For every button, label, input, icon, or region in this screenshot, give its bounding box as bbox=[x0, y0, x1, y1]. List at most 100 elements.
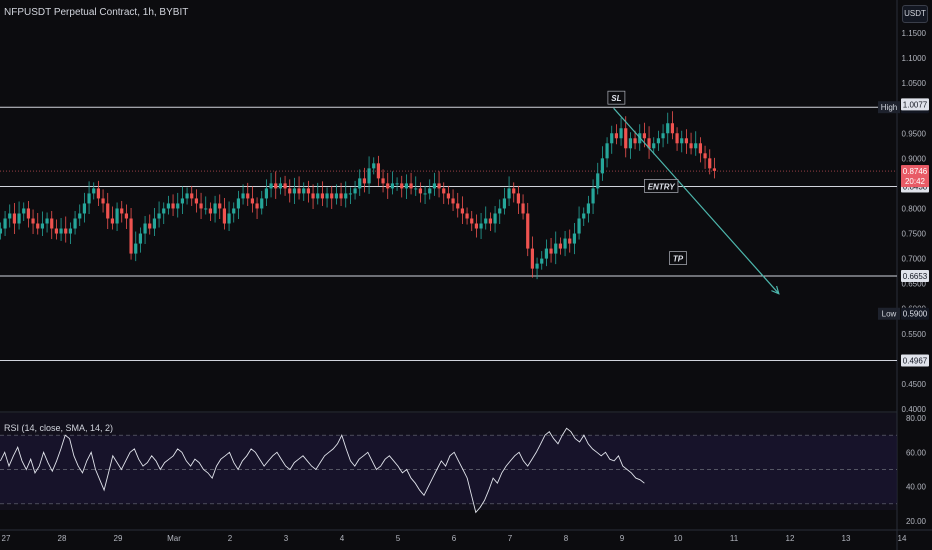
candle-body bbox=[353, 188, 357, 194]
candle-body bbox=[264, 188, 268, 199]
time-tick-label: 29 bbox=[114, 534, 123, 543]
annotation-label: SL bbox=[611, 94, 621, 103]
candle-body bbox=[54, 228, 58, 234]
candle-body bbox=[148, 223, 152, 229]
trend-arrow bbox=[613, 107, 780, 295]
candle-body bbox=[437, 183, 441, 189]
candle-body bbox=[22, 208, 26, 214]
time-axis: 27 28 29 Mar 2 3 4 5 6 7 8 9 10 11 12 13 14 bbox=[2, 534, 907, 543]
price-tag-prefix-box bbox=[878, 307, 900, 320]
candle-body bbox=[26, 208, 30, 219]
candle-body bbox=[605, 143, 609, 159]
candle-body bbox=[423, 193, 427, 195]
price-tag-countdown: 20:42 bbox=[905, 177, 926, 186]
candle-body bbox=[432, 183, 436, 189]
candle-body bbox=[143, 223, 147, 234]
rsi-tick-label: 20.00 bbox=[906, 517, 927, 526]
candle-body bbox=[712, 168, 716, 171]
candle-body bbox=[381, 178, 385, 184]
candle-body bbox=[362, 178, 366, 184]
price-tag-label: 1.0077 bbox=[903, 100, 928, 109]
annotations: SL ENTRY TP bbox=[607, 90, 687, 265]
candle-body bbox=[171, 203, 175, 209]
candle-body bbox=[330, 193, 334, 199]
candle-body bbox=[694, 143, 698, 149]
price-tag-box bbox=[901, 98, 929, 111]
candle-body bbox=[96, 188, 100, 199]
candle-body bbox=[400, 183, 404, 189]
candle-body bbox=[213, 203, 217, 214]
candle-body bbox=[334, 193, 338, 199]
candle-body bbox=[516, 193, 520, 204]
candle-body bbox=[68, 228, 72, 234]
candle-body bbox=[180, 198, 184, 204]
candle-body bbox=[316, 193, 320, 199]
price-tag-label: 0.5900 bbox=[903, 310, 928, 319]
candle-body bbox=[563, 238, 567, 249]
price-tick-label: 0.6500 bbox=[902, 280, 927, 289]
candle-body bbox=[166, 203, 170, 209]
candle-body bbox=[0, 228, 2, 234]
candle-body bbox=[591, 188, 595, 204]
candle-body bbox=[502, 198, 506, 209]
price-tick-label: 0.5500 bbox=[902, 330, 927, 339]
price-tag-label: 0.8746 bbox=[903, 167, 928, 176]
candle-body bbox=[577, 218, 581, 234]
candle-body bbox=[152, 218, 156, 229]
candle-body bbox=[241, 193, 245, 199]
candle-body bbox=[283, 183, 287, 189]
price-tag-prefix: High bbox=[881, 103, 897, 112]
candle-body bbox=[227, 213, 231, 224]
candle-body bbox=[554, 243, 558, 254]
price-tick-label: 0.8000 bbox=[902, 204, 927, 213]
candle-body bbox=[474, 223, 478, 229]
price-tag-label: 0.6653 bbox=[903, 272, 928, 281]
candle-body bbox=[190, 193, 194, 199]
price-tick-label: 1.1500 bbox=[902, 29, 927, 38]
candle-body bbox=[199, 203, 203, 209]
candle-body bbox=[250, 198, 254, 204]
candle-body bbox=[358, 178, 362, 189]
rsi-tick-label: 60.00 bbox=[906, 448, 927, 457]
price-tag-box bbox=[901, 269, 929, 282]
candle-body bbox=[395, 183, 399, 185]
candle-body bbox=[456, 203, 460, 209]
candle-body bbox=[138, 233, 142, 244]
candle-body bbox=[288, 188, 292, 194]
arrow-head bbox=[771, 285, 780, 295]
candle-body bbox=[614, 133, 618, 139]
candle-body bbox=[36, 223, 40, 229]
price-tag-prefix-box bbox=[878, 101, 900, 114]
price-tick-label: 1.1000 bbox=[902, 54, 927, 63]
candle-body bbox=[50, 218, 54, 229]
candle-body bbox=[120, 208, 124, 214]
candle-body bbox=[689, 143, 693, 149]
candle-body bbox=[372, 163, 376, 169]
rsi-line bbox=[0, 427, 645, 514]
candle-body bbox=[418, 188, 422, 194]
candle-body bbox=[115, 208, 119, 224]
candle-body bbox=[470, 218, 474, 224]
candle-body bbox=[666, 123, 670, 134]
candle-body bbox=[675, 133, 679, 144]
candles bbox=[0, 111, 716, 280]
candle-body bbox=[218, 203, 222, 209]
candle-body bbox=[572, 233, 576, 244]
candle-body bbox=[162, 208, 166, 214]
rsi-indicator: 80.00 60.00 40.00 20.00 bbox=[0, 414, 927, 526]
candle-body bbox=[45, 218, 49, 224]
candle-body bbox=[484, 218, 488, 224]
candle-body bbox=[269, 183, 273, 189]
candle-body bbox=[600, 158, 604, 174]
candle-body bbox=[92, 188, 96, 194]
candle-body bbox=[8, 213, 12, 219]
time-tick-label: 27 bbox=[2, 534, 11, 543]
annotation-label: ENTRY bbox=[648, 182, 676, 191]
candle-body bbox=[498, 208, 502, 214]
currency-button[interactable]: USDT bbox=[902, 5, 928, 23]
candle-body bbox=[451, 198, 455, 204]
candle-body bbox=[535, 263, 539, 269]
candle-body bbox=[157, 213, 161, 219]
candle-body bbox=[40, 223, 44, 229]
